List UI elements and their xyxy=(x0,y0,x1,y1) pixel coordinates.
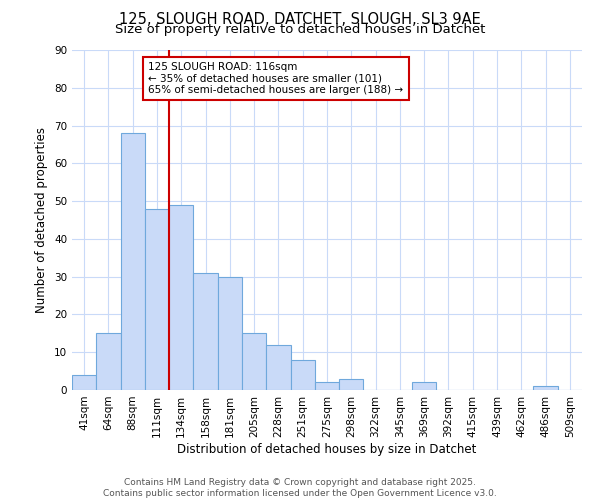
Bar xyxy=(193,273,218,390)
Bar xyxy=(533,386,558,390)
Text: Contains HM Land Registry data © Crown copyright and database right 2025.
Contai: Contains HM Land Registry data © Crown c… xyxy=(103,478,497,498)
X-axis label: Distribution of detached houses by size in Datchet: Distribution of detached houses by size … xyxy=(178,442,476,456)
Bar xyxy=(339,378,364,390)
Bar xyxy=(169,205,193,390)
Bar xyxy=(121,133,145,390)
Bar xyxy=(96,334,121,390)
Text: 125, SLOUGH ROAD, DATCHET, SLOUGH, SL3 9AE: 125, SLOUGH ROAD, DATCHET, SLOUGH, SL3 9… xyxy=(119,12,481,28)
Text: 125 SLOUGH ROAD: 116sqm
← 35% of detached houses are smaller (101)
65% of semi-d: 125 SLOUGH ROAD: 116sqm ← 35% of detache… xyxy=(149,62,404,95)
Bar xyxy=(218,276,242,390)
Text: Size of property relative to detached houses in Datchet: Size of property relative to detached ho… xyxy=(115,22,485,36)
Bar xyxy=(412,382,436,390)
Y-axis label: Number of detached properties: Number of detached properties xyxy=(35,127,49,313)
Bar xyxy=(72,375,96,390)
Bar xyxy=(315,382,339,390)
Bar xyxy=(290,360,315,390)
Bar xyxy=(145,208,169,390)
Bar xyxy=(242,334,266,390)
Bar xyxy=(266,344,290,390)
